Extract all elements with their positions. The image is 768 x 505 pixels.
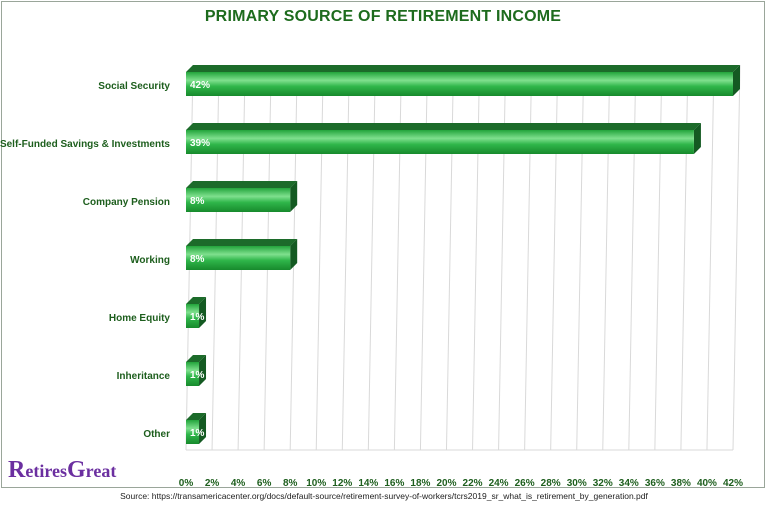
gridline <box>524 64 533 451</box>
bar-inheritance: 1% <box>186 355 207 386</box>
data-label: 8% <box>190 196 205 207</box>
category-label: Working <box>130 255 170 266</box>
source-note: Source: https://transamericacenter.org/d… <box>120 491 648 501</box>
gridline <box>628 64 637 451</box>
data-label: 1% <box>190 370 205 381</box>
bar-top-face <box>186 123 701 130</box>
data-label: 39% <box>190 138 210 149</box>
category-label: Social Security <box>98 81 170 92</box>
bar-front-face <box>186 72 733 96</box>
bar-end-face <box>290 181 298 212</box>
gridline <box>576 64 585 451</box>
x-tick-label: 10% <box>306 478 326 489</box>
bar-front-face <box>186 130 694 154</box>
bar-social-security: 42% <box>186 65 740 96</box>
x-tick-label: 32% <box>593 478 613 489</box>
gridline <box>472 64 481 451</box>
x-tick-label: 42% <box>723 478 743 489</box>
bar-front-face <box>186 362 200 386</box>
x-tick-label: 22% <box>463 478 483 489</box>
bar-front-face <box>186 246 291 270</box>
bar-top-face <box>186 413 207 420</box>
category-label: Inheritance <box>117 371 171 382</box>
gridline <box>445 64 454 451</box>
bar-home-equity: 1% <box>186 297 207 328</box>
bar-top-face <box>186 297 207 304</box>
data-label: 42% <box>190 80 210 91</box>
retiresgreat-logo: RetiresGreat <box>8 457 117 483</box>
x-tick-label: 14% <box>358 478 378 489</box>
gridline <box>393 64 402 451</box>
x-tick-label: 16% <box>384 478 404 489</box>
gridline <box>550 64 559 451</box>
bar-end-face <box>199 297 207 328</box>
x-tick-label: 6% <box>257 478 272 489</box>
gridline <box>706 64 715 451</box>
data-label: 1% <box>190 312 205 323</box>
gridline <box>602 64 611 451</box>
category-label: Self-Funded Savings & Investments <box>0 139 170 150</box>
gridline <box>498 64 507 451</box>
gridline <box>367 64 376 451</box>
bar-top-face <box>186 355 207 362</box>
category-label: Other <box>143 429 170 440</box>
x-tick-label: 40% <box>697 478 717 489</box>
chart-title: PRIMARY SOURCE OF RETIREMENT INCOME <box>204 8 562 25</box>
x-tick-label: 26% <box>515 478 535 489</box>
x-tick-label: 30% <box>567 478 587 489</box>
x-tick-label: 38% <box>671 478 691 489</box>
bar-top-face <box>186 65 740 72</box>
bar-end-face <box>693 123 701 154</box>
bar-working: 8% <box>186 239 298 270</box>
x-tick-label: 12% <box>332 478 352 489</box>
category-label: Company Pension <box>83 197 170 208</box>
bar-other: 1% <box>186 413 207 444</box>
x-tick-label: 4% <box>231 478 246 489</box>
x-axis-ticks: 0% 2% 4% 6% 8% 10% 12% 14% 16% 18% 20% 22% 24% 26% 28%… <box>179 478 743 489</box>
category-labels: Social Security Self-Funded Savings & Inv… <box>0 81 170 440</box>
bar-self-funded-savings-investments: 39% <box>186 123 701 154</box>
x-tick-label: 36% <box>645 478 665 489</box>
gridline <box>732 64 741 451</box>
x-tick-label: 34% <box>619 478 639 489</box>
gridline <box>680 64 689 451</box>
bar-top-face <box>186 239 298 246</box>
gridline <box>315 64 324 451</box>
bar-front-face <box>186 420 200 444</box>
gridline <box>654 64 663 451</box>
bar-end-face <box>290 239 298 270</box>
category-label: Home Equity <box>109 313 171 324</box>
bar-top-face <box>186 181 298 188</box>
x-tick-label: 18% <box>410 478 430 489</box>
bar-front-face <box>186 304 200 328</box>
gridline <box>341 64 350 451</box>
bar-end-face <box>199 355 207 386</box>
bar-end-face <box>199 413 207 444</box>
x-tick-label: 24% <box>489 478 509 489</box>
bar-end-face <box>733 65 740 96</box>
data-label: 1% <box>190 428 205 439</box>
x-tick-label: 8% <box>283 478 298 489</box>
gridline <box>419 64 428 451</box>
data-label: 8% <box>190 254 205 265</box>
bars: 42% 39% 8% 8% 1% 1% 1% <box>186 65 740 444</box>
x-tick-label: 0% <box>179 478 194 489</box>
x-tick-label: 28% <box>541 478 561 489</box>
bar-front-face <box>186 188 291 212</box>
x-tick-label: 2% <box>205 478 220 489</box>
x-tick-label: 20% <box>436 478 456 489</box>
bar-company-pension: 8% <box>186 181 298 212</box>
